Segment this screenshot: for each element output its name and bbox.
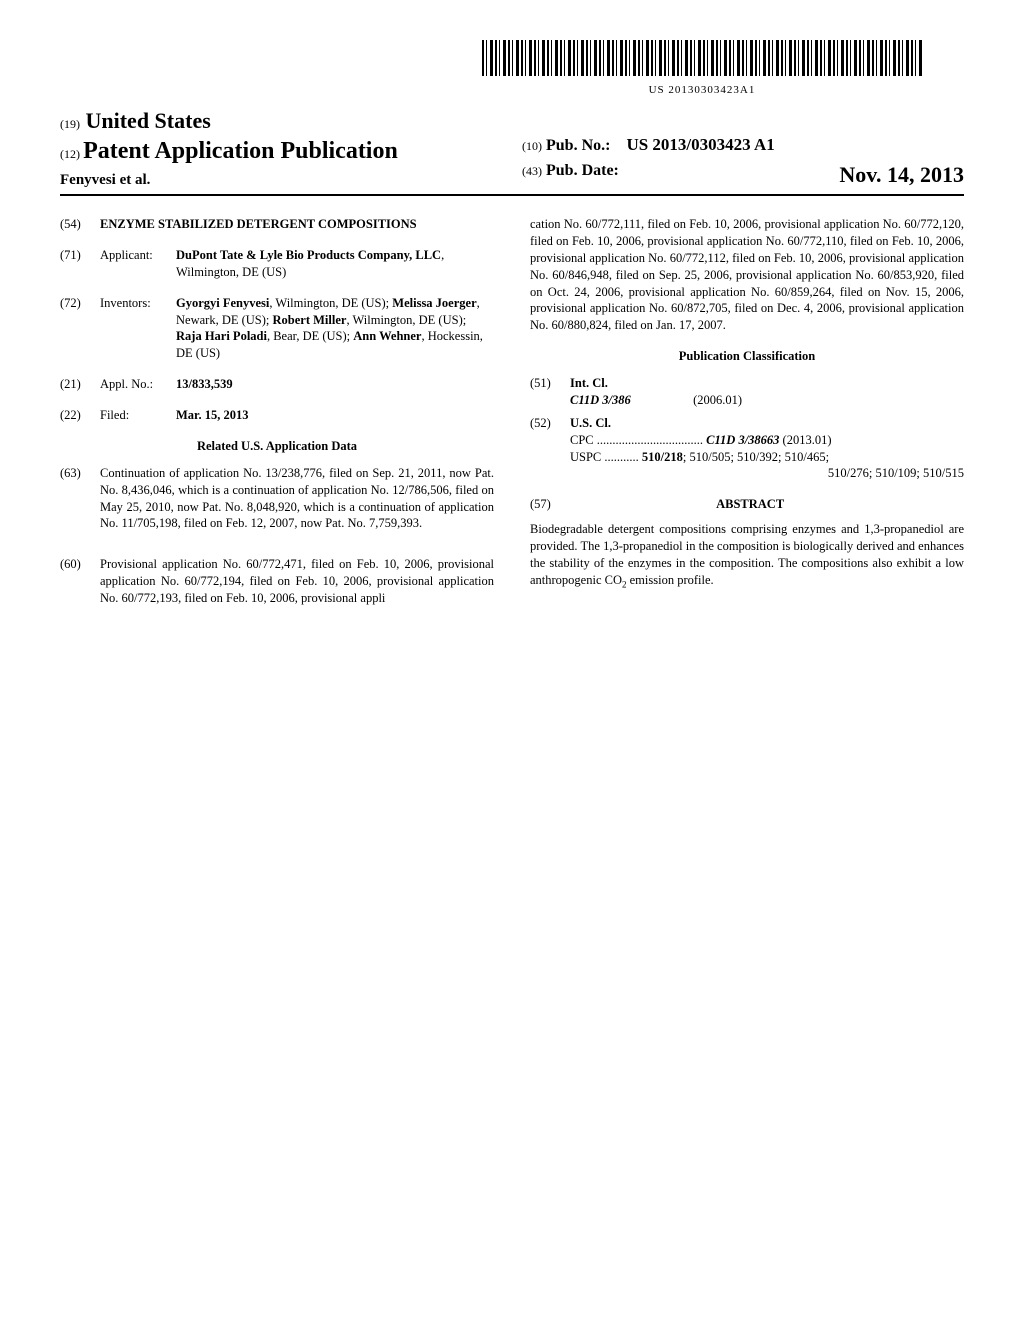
uspc-label: USPC (570, 450, 601, 464)
related-heading: Related U.S. Application Data (60, 438, 494, 455)
abstract-text: Biodegradable detergent compositions com… (530, 521, 964, 590)
abstract-post: emission profile. (627, 573, 714, 587)
pubno-label: Pub. No.: (546, 137, 610, 154)
code-10: (10) (522, 139, 542, 153)
header-right: (10) Pub. No.: US 2013/0303423 A1 (43) P… (502, 131, 964, 190)
intcl-ver: (2006.01) (693, 393, 742, 407)
field-71: (71) Applicant: DuPont Tate & Lyle Bio P… (60, 247, 494, 281)
pubdate-value: Nov. 14, 2013 (839, 160, 964, 190)
uspc-line2: 510/276; 510/109; 510/515 (570, 465, 964, 482)
pub-type-line: (12) Patent Application Publication (60, 135, 502, 167)
right-column: cation No. 60/772,111, filed on Feb. 10,… (530, 216, 964, 607)
barcode-block: US 20130303423A1 (440, 40, 964, 98)
loc3: , Wilmington, DE (US); (346, 313, 466, 327)
field-60-left: (60) Provisional application No. 60/772,… (60, 556, 494, 607)
uspc-dots: ........... (601, 450, 642, 464)
inv2: Melissa Joerger (392, 296, 476, 310)
abstract-label: ABSTRACT (573, 496, 927, 513)
code-57: (57) (530, 496, 570, 513)
code-21: (21) (60, 376, 100, 393)
text-60-left: Provisional application No. 60/772,471, … (100, 556, 494, 607)
label-71: Applicant: (100, 247, 176, 281)
barcode-text: US 20130303423A1 (440, 83, 964, 98)
label-51: Int. Cl. (570, 376, 608, 390)
header-left: (19) United States (12) Patent Applicati… (60, 106, 502, 190)
title-text: ENZYME STABILIZED DETERGENT COMPOSITIONS (100, 216, 494, 233)
pubdate-label: Pub. Date: (546, 162, 619, 179)
code-43: (43) (522, 164, 542, 178)
field-57-header: (57) ABSTRACT (530, 496, 964, 513)
inv1: Gyorgyi Fenyvesi (176, 296, 269, 310)
inventors-text: Gyorgyi Fenyvesi, Wilmington, DE (US); M… (176, 295, 494, 363)
text-63: Continuation of application No. 13/238,7… (100, 465, 494, 533)
applicant-text: DuPont Tate & Lyle Bio Products Company,… (176, 247, 494, 281)
uspc-main: 510/218 (642, 450, 683, 464)
applicant-name: DuPont Tate & Lyle Bio Products Company,… (176, 248, 441, 262)
label-72: Inventors: (100, 295, 176, 363)
abstract-pre: Biodegradable detergent compositions com… (530, 522, 964, 587)
field-72: (72) Inventors: Gyorgyi Fenyvesi, Wilmin… (60, 295, 494, 363)
code-52: (52) (530, 415, 570, 432)
uspc-rest1: ; 510/505; 510/392; 510/465; (683, 450, 829, 464)
header-authors: Fenyvesi et al. (60, 170, 502, 190)
loc4: , Bear, DE (US); (267, 329, 353, 343)
inv4: Raja Hari Poladi (176, 329, 267, 343)
code-51: (51) (530, 375, 570, 392)
code-60: (60) (60, 556, 100, 607)
left-column: (54) ENZYME STABILIZED DETERGENT COMPOSI… (60, 216, 494, 607)
cpc-line: CPC .................................. C… (570, 432, 964, 449)
field-54: (54) ENZYME STABILIZED DETERGENT COMPOSI… (60, 216, 494, 233)
inv5: Ann Wehner (353, 329, 421, 343)
country: United States (86, 108, 211, 133)
inv3: Robert Miller (273, 313, 347, 327)
cpc-label: CPC (570, 433, 594, 447)
body-columns: (54) ENZYME STABILIZED DETERGENT COMPOSI… (60, 216, 964, 607)
pubclass-heading: Publication Classification (530, 348, 964, 365)
pubno-value: US 2013/0303423 A1 (626, 135, 774, 154)
field-22: (22) Filed: Mar. 15, 2013 (60, 407, 494, 424)
field-51: (51)Int. Cl. C11D 3/386 (2006.01) (530, 375, 964, 409)
filed-date: Mar. 15, 2013 (176, 408, 248, 422)
pubno-line: (10) Pub. No.: US 2013/0303423 A1 (522, 134, 964, 157)
code-19: (19) (60, 117, 80, 131)
code-63: (63) (60, 465, 100, 543)
cpc-val: C11D 3/38663 (706, 433, 779, 447)
text-60-right: cation No. 60/772,111, filed on Feb. 10,… (530, 216, 964, 334)
code-72: (72) (60, 295, 100, 363)
uspc-line1: USPC ........... 510/218; 510/505; 510/3… (570, 449, 964, 466)
label-21: Appl. No.: (100, 376, 176, 393)
country-line: (19) United States (60, 106, 502, 136)
label-52: U.S. Cl. (570, 416, 611, 430)
field-52: (52)U.S. Cl. CPC .......................… (530, 415, 964, 483)
intcl-row: C11D 3/386 (2006.01) (570, 392, 964, 409)
pub-type: Patent Application Publication (83, 138, 398, 164)
label-22: Filed: (100, 407, 176, 424)
code-22: (22) (60, 407, 100, 424)
field-63: (63) Continuation of application No. 13/… (60, 465, 494, 543)
pubdate-line: (43) Pub. Date: Nov. 14, 2013 (522, 160, 964, 182)
cpc-dots: .................................. (594, 433, 707, 447)
intcl-class: C11D 3/386 (570, 392, 690, 409)
code-54: (54) (60, 216, 100, 233)
field-21: (21) Appl. No.: 13/833,539 (60, 376, 494, 393)
code-12: (12) (60, 147, 80, 161)
code-71: (71) (60, 247, 100, 281)
applno: 13/833,539 (176, 377, 233, 391)
cpc-ver: (2013.01) (779, 433, 831, 447)
loc1: , Wilmington, DE (US); (269, 296, 392, 310)
barcode-graphic (482, 40, 922, 76)
header: (19) United States (12) Patent Applicati… (60, 106, 964, 196)
